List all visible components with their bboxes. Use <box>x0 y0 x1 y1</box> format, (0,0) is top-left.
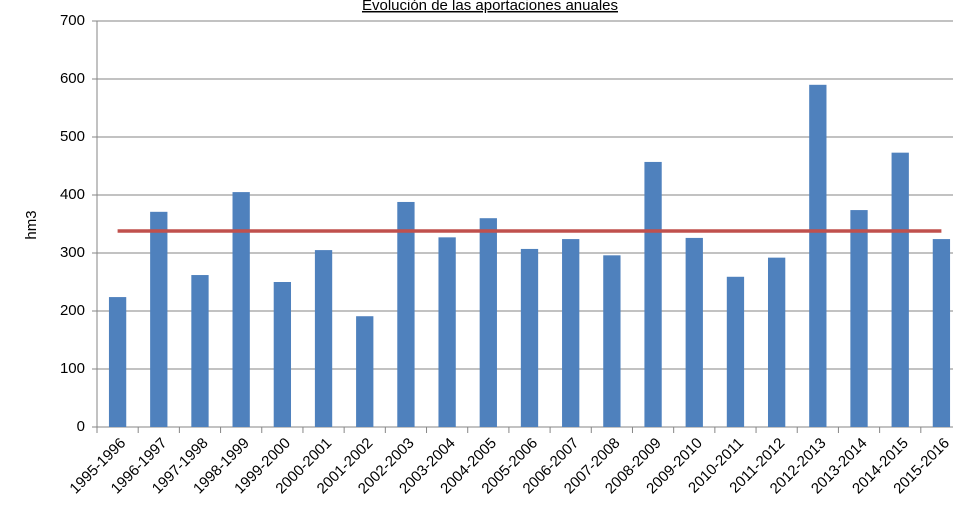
bar <box>891 152 909 427</box>
bar <box>438 237 456 427</box>
y-tick-label: 500 <box>60 128 85 145</box>
bar <box>108 297 127 427</box>
y-tick-label: 200 <box>60 302 85 319</box>
bar <box>685 237 703 427</box>
bar <box>726 276 745 427</box>
bar <box>356 316 374 427</box>
y-tick-label: 600 <box>60 70 85 87</box>
bar <box>562 239 580 427</box>
bar <box>232 192 250 427</box>
bar <box>479 218 497 427</box>
bar <box>150 211 168 427</box>
bar <box>932 239 951 427</box>
y-tick-label: 300 <box>60 244 85 261</box>
bar <box>809 84 827 428</box>
y-tick-label: 0 <box>77 418 85 435</box>
chart-title: Evolución de las aportaciones anuales <box>362 0 618 14</box>
y-tick-label: 100 <box>60 360 85 377</box>
y-tick-label: 400 <box>60 186 85 203</box>
bar <box>273 282 292 427</box>
bar <box>850 210 868 427</box>
bar <box>603 255 621 427</box>
bar <box>314 250 333 427</box>
bar <box>644 161 662 427</box>
y-tick-label: 700 <box>60 12 85 29</box>
y-axis-label: hm3 <box>23 210 40 239</box>
bar <box>397 201 415 427</box>
bar <box>191 275 209 427</box>
bar <box>767 257 786 427</box>
bar <box>520 248 539 427</box>
